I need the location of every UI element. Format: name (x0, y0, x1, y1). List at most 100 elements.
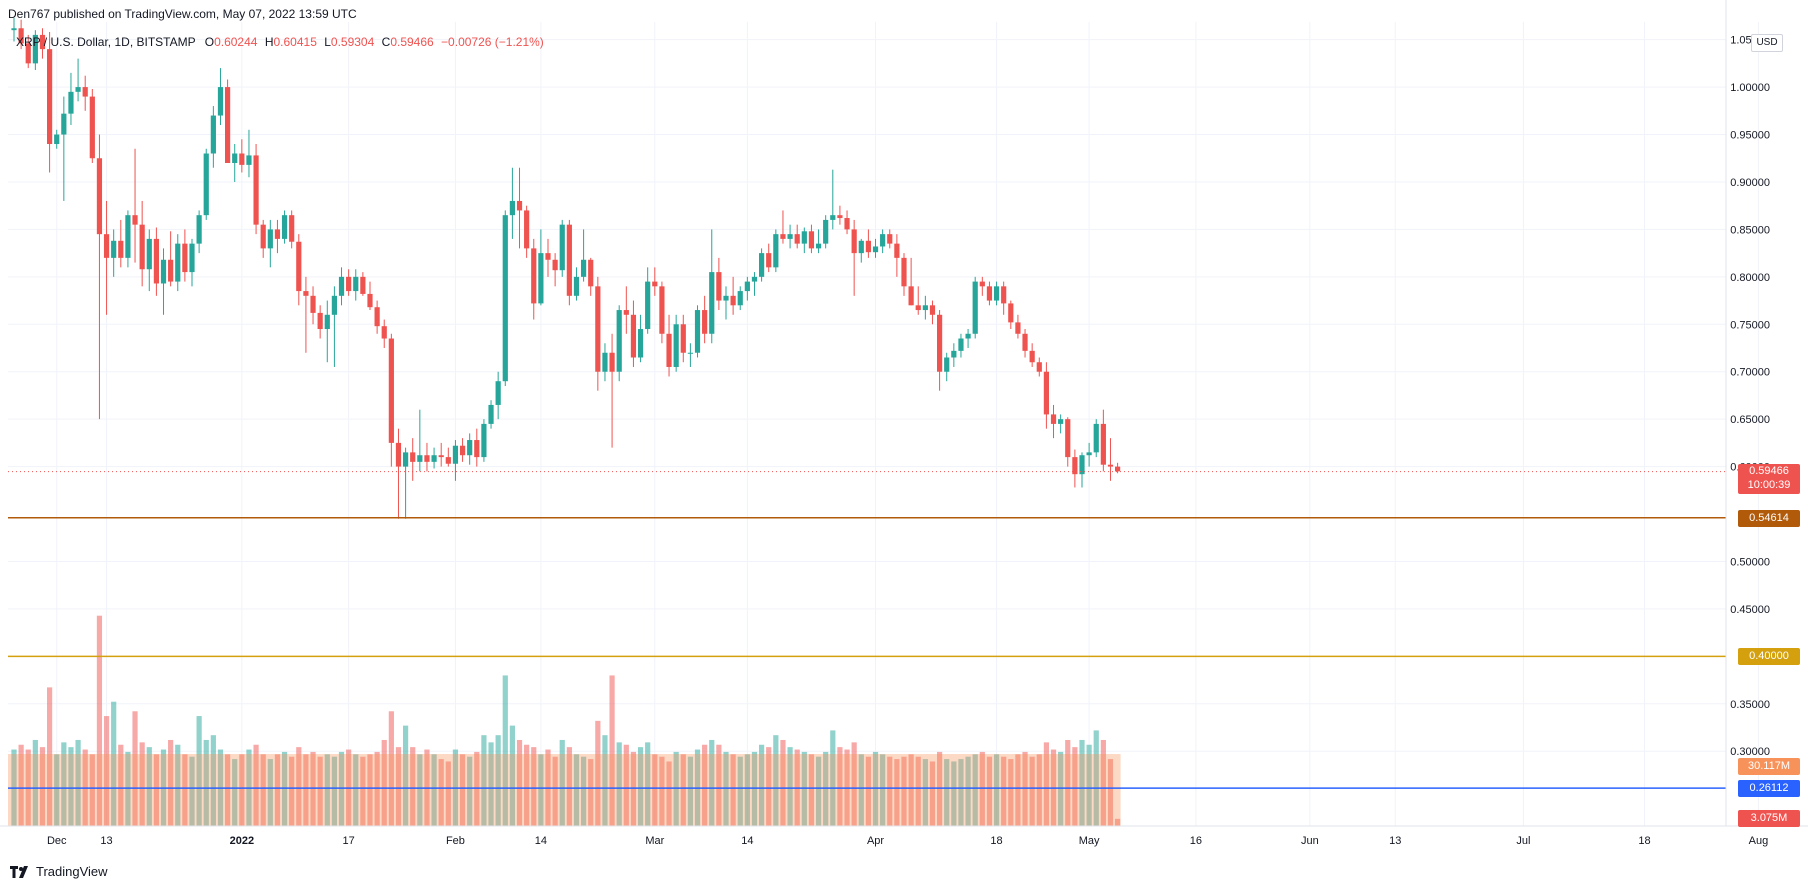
candle-body (203, 153, 209, 216)
volume-bar (1043, 742, 1049, 826)
currency-button[interactable]: USD (1751, 34, 1783, 52)
volume-bar (915, 756, 921, 826)
volume-bar (780, 739, 786, 826)
candle-body (958, 338, 964, 351)
y-tick-label: 0.85000 (1730, 224, 1770, 236)
volume-bar (595, 720, 601, 826)
candle (844, 210, 850, 235)
candle-body (851, 229, 857, 254)
candle (331, 286, 337, 367)
high-label: H (264, 35, 274, 49)
bar-countdown: 10:00:39 (1747, 478, 1791, 491)
volume-bar (830, 730, 836, 826)
y-tick-label: 1.00000 (1730, 82, 1770, 94)
candle (1043, 362, 1049, 429)
candle (417, 409, 423, 472)
volume-bar (32, 739, 38, 826)
candle (808, 224, 815, 254)
candle-body (495, 381, 501, 405)
candle (374, 300, 380, 334)
publisher-header: Den767 published on TradingView.com, May… (8, 7, 357, 21)
volume-bar (417, 754, 423, 826)
candle-body (96, 158, 103, 235)
candle-body (182, 243, 188, 273)
volume-bar (203, 739, 209, 826)
volume-bar (47, 687, 53, 826)
candle (431, 447, 437, 469)
candle-body (787, 234, 793, 239)
volume-bar (730, 754, 736, 826)
volume-bar (880, 754, 886, 826)
candle (189, 238, 195, 287)
candle (972, 276, 978, 339)
candle (673, 314, 679, 372)
volume-bar (1115, 818, 1121, 826)
candle-body (82, 87, 88, 97)
candle-body (246, 155, 252, 165)
horizontal-levels (8, 471, 1726, 789)
candle (82, 75, 88, 111)
candle-body (1022, 333, 1028, 351)
volume-bar (239, 754, 245, 826)
candle (837, 205, 843, 225)
candle-body (915, 305, 921, 311)
candle (381, 319, 387, 349)
candle-body (509, 200, 515, 216)
candle-body (993, 286, 1000, 301)
volume-bar (588, 759, 594, 826)
y-tick-label: 0.70000 (1730, 367, 1770, 379)
candle-body (274, 229, 281, 239)
volume-bar (979, 751, 985, 826)
candle-body (324, 314, 330, 330)
open-label: O (204, 35, 215, 49)
x-tick-label: 16 (1190, 835, 1202, 847)
candle (388, 333, 394, 467)
candle-body (239, 153, 245, 165)
volume-bar (680, 754, 686, 826)
level2-price-label: 0.40000 (1738, 648, 1800, 666)
volume-bar (395, 747, 402, 826)
candle-body (75, 87, 81, 92)
candle-body (780, 234, 786, 239)
volume-bar (168, 739, 174, 826)
candle (709, 229, 715, 344)
x-tick-label: Mar (645, 835, 664, 847)
candle-body (125, 215, 131, 258)
volume-bar (39, 747, 46, 826)
candle (54, 129, 60, 149)
candle (281, 210, 288, 244)
candle-body (901, 257, 907, 287)
candle (324, 300, 330, 363)
volume-bar (630, 751, 637, 826)
tradingview-logo[interactable]: TradingView (10, 864, 108, 879)
candle-body (616, 310, 622, 372)
x-tick-label: 18 (990, 835, 1002, 847)
candle (716, 257, 722, 311)
candle (118, 219, 124, 268)
volume-bar (637, 747, 644, 826)
candle-body (716, 272, 722, 301)
x-tick-label: 18 (1638, 835, 1650, 847)
candles (11, 17, 1121, 519)
candle-body (687, 352, 693, 354)
volume-bar (253, 744, 259, 826)
candle-body (438, 455, 444, 458)
candle (1107, 438, 1114, 481)
volume-bar (317, 756, 323, 826)
candle (516, 167, 523, 249)
volume-bar (175, 744, 181, 826)
candle-body (872, 246, 879, 253)
x-tick-label: Dec (47, 835, 67, 847)
volume-bar (111, 701, 117, 826)
last-price-label: 0.59466 10:00:39 (1738, 463, 1800, 494)
candle (1022, 329, 1028, 358)
volume-bar (232, 759, 238, 826)
volume-bar (937, 751, 943, 826)
candle (61, 96, 67, 201)
candle-body (573, 276, 580, 296)
candle (367, 281, 373, 311)
candle-body (459, 445, 466, 456)
candle (965, 329, 971, 349)
symbol-title[interactable]: XRP / U.S. Dollar, 1D, BITSTAMP (16, 35, 196, 49)
candle-body (410, 452, 416, 462)
